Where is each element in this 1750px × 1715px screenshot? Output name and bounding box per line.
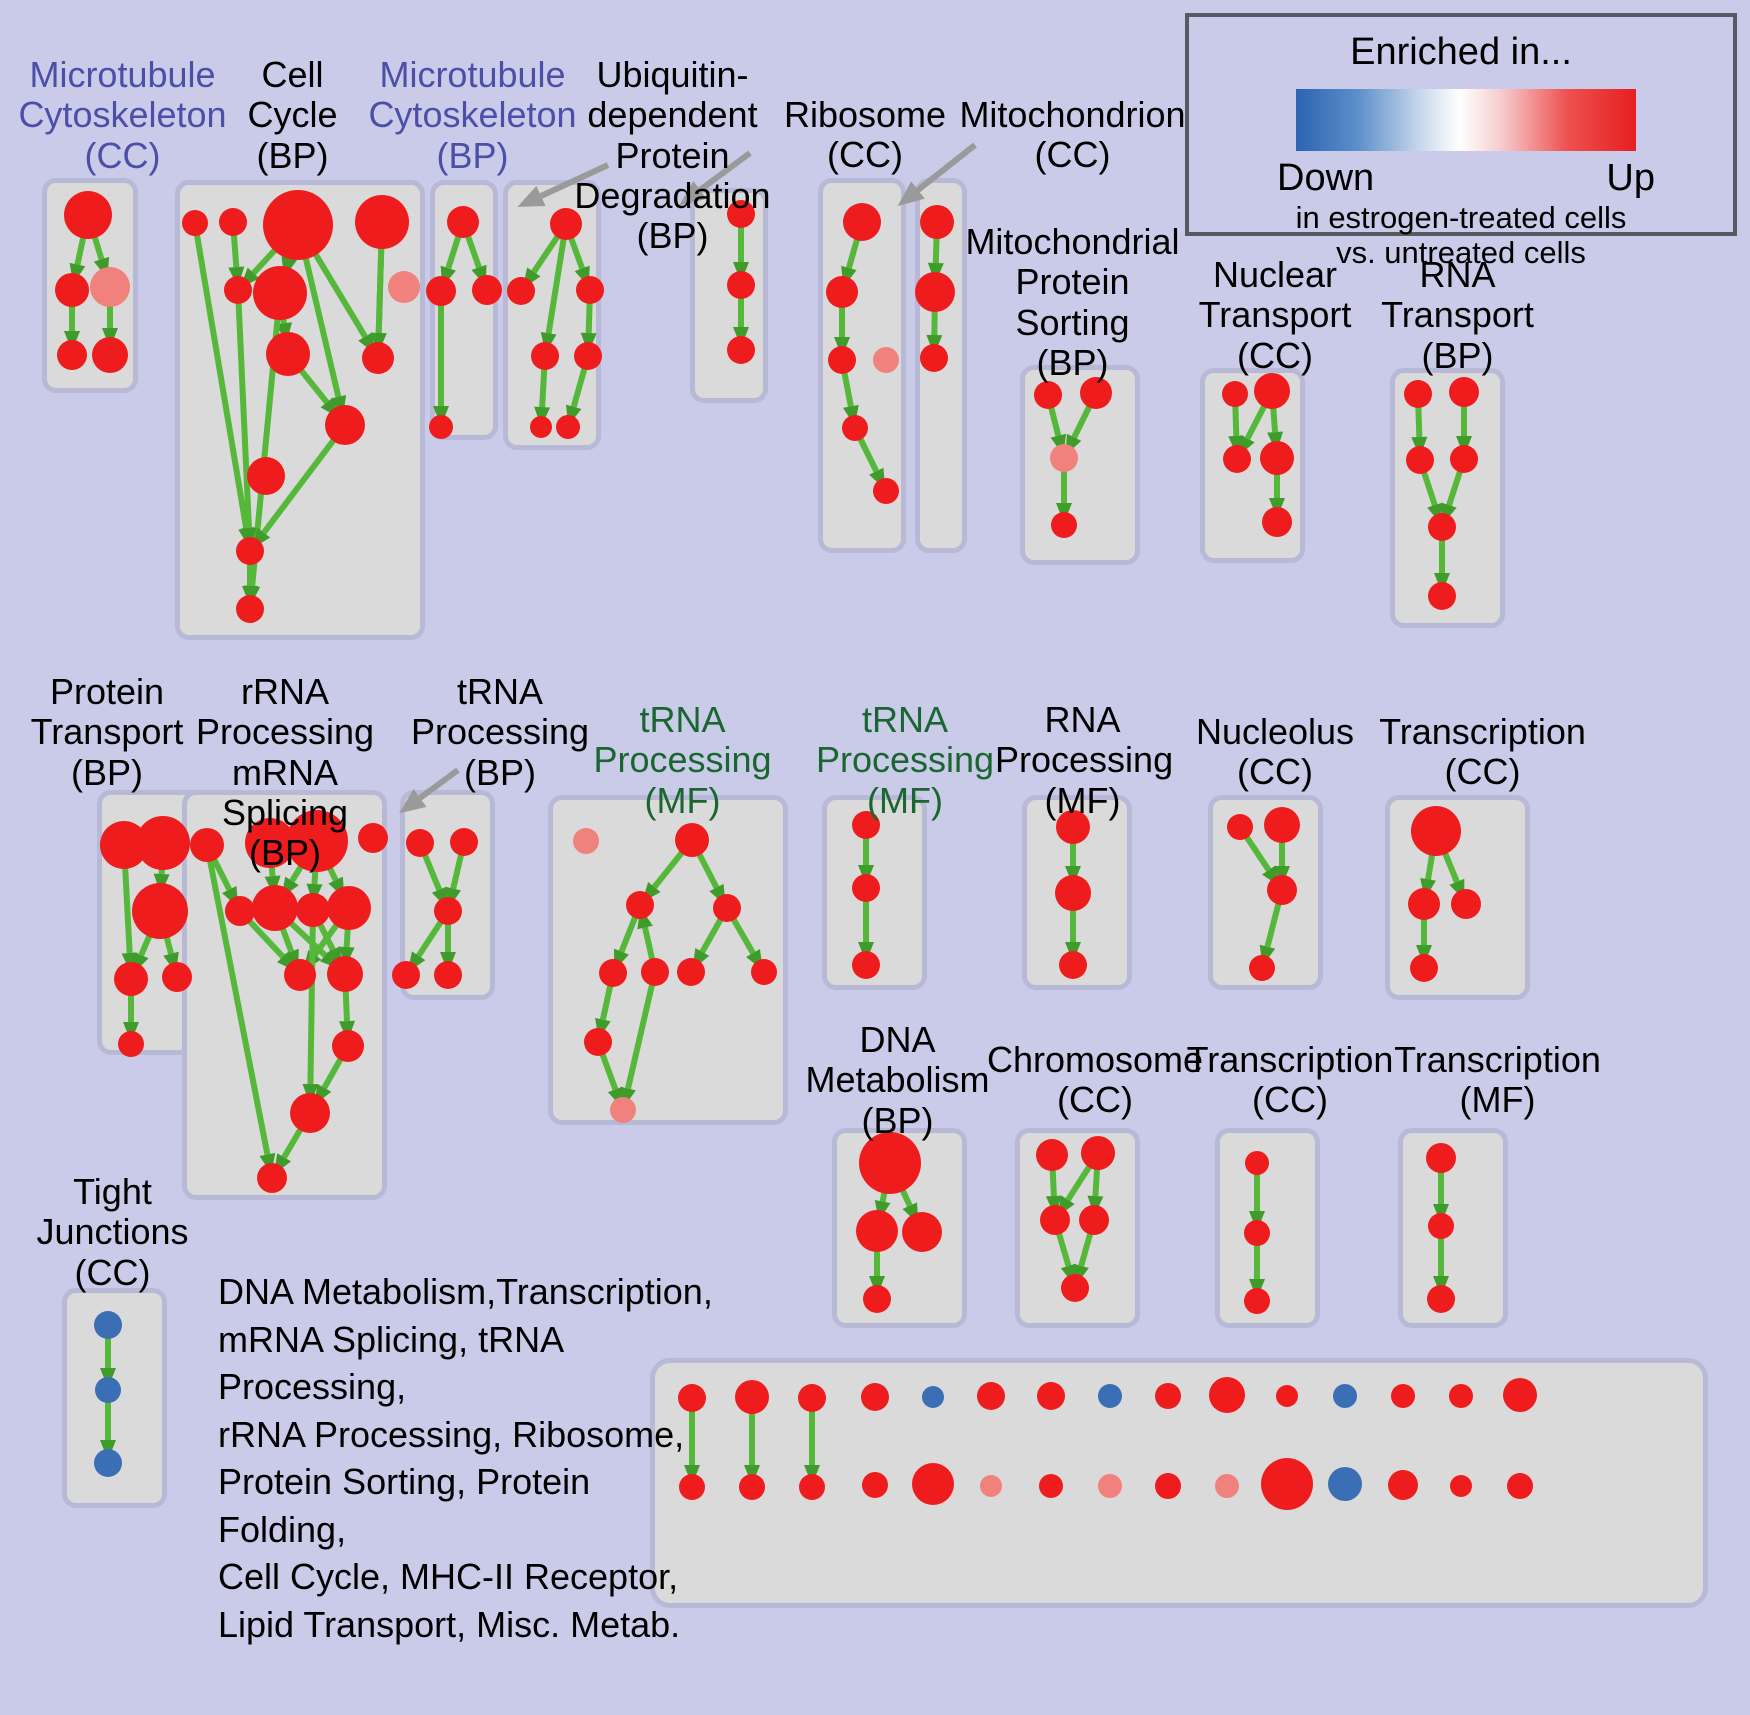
label-transcription-mf: Transcription (MF) — [1394, 1039, 1601, 1121]
label-ribosome-cc: Ribosome (CC) — [783, 94, 947, 176]
cluster-box — [1398, 1128, 1508, 1328]
cluster-box — [548, 795, 788, 1125]
label-rrna-processing-mrna-splicing-bp: rRNA Processing mRNA Splicing (BP) — [195, 671, 375, 874]
cluster-box — [1390, 368, 1505, 628]
cluster-box — [400, 790, 495, 1000]
cluster-box — [832, 1128, 967, 1328]
label-dna-metabolism-bp: DNA Metabolism (BP) — [805, 1019, 990, 1141]
label-rna-processing-mf: RNA Processing (MF) — [995, 699, 1174, 821]
label-trna-processing-mf-1: tRNA Processing (MF) — [593, 699, 772, 821]
label-transcription-cc-bottom: Transcription (CC) — [1186, 1039, 1394, 1121]
label-chromosome-cc: Chromosome (CC) — [986, 1039, 1204, 1121]
cluster-box — [430, 180, 498, 440]
label-mitochondrial-protein-sorting-bp: Mitochondrial Protein Sorting (BP) — [965, 221, 1180, 383]
misc-cluster-text: DNA Metabolism,Transcription, mRNA Splic… — [218, 1271, 713, 1645]
legend-subtitle: in estrogen-treated cells vs. untreated … — [1295, 200, 1627, 270]
cluster-box — [1015, 1128, 1140, 1328]
label-ubiquitin-dependent-protein-degradation-bp: Ubiquitin- dependent Protein Degradation… — [574, 54, 771, 257]
label-microtubule-cytoskeleton-bp: Microtubule Cytoskeleton (BP) — [368, 54, 577, 176]
label-transcription-cc-top: Transcription (CC) — [1379, 711, 1586, 793]
cluster-box — [1215, 1128, 1320, 1328]
cluster-box — [1208, 795, 1323, 990]
legend-title: Enriched in... — [1350, 31, 1572, 73]
cluster-box — [650, 1358, 1708, 1608]
cluster-box — [818, 178, 906, 553]
legend-high-label: Up — [1606, 157, 1655, 199]
label-tight-junctions-cc: Tight Junctions (CC) — [36, 1171, 189, 1293]
label-microtubule-cytoskeleton-cc: Microtubule Cytoskeleton (CC) — [18, 54, 227, 176]
label-protein-transport-bp: Protein Transport (BP) — [30, 671, 184, 793]
cluster-box — [822, 795, 927, 990]
cluster-box — [175, 180, 425, 640]
label-cell-cycle-bp: Cell Cycle (BP) — [247, 54, 338, 176]
cluster-box — [1022, 795, 1132, 990]
label-mitochondrion-cc: Mitochondrion (CC) — [959, 94, 1186, 176]
cluster-box — [1200, 368, 1305, 563]
label-nucleolus-cc: Nucleolus (CC) — [1195, 711, 1355, 793]
label-rna-transport-bp: RNA Transport (BP) — [1381, 254, 1534, 376]
label-trna-processing-bp: tRNA Processing (BP) — [410, 671, 590, 793]
legend-color-bar — [1296, 89, 1636, 151]
label-nuclear-transport-cc: Nuclear Transport (CC) — [1198, 254, 1352, 376]
cluster-box — [915, 178, 967, 553]
label-trna-processing-mf-2: tRNA Processing (MF) — [815, 699, 995, 821]
cluster-box — [1020, 365, 1140, 565]
cluster-box — [62, 1288, 167, 1508]
cluster-box — [1385, 795, 1530, 1000]
legend-low-label: Down — [1277, 157, 1375, 199]
enrichment-legend: Enriched in... Down Up in estrogen-treat… — [1185, 13, 1737, 270]
cluster-box — [42, 178, 138, 393]
